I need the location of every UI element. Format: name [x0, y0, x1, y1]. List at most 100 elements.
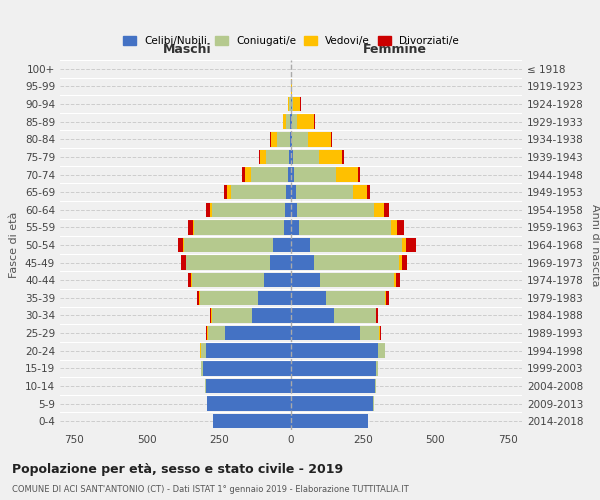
- Bar: [314, 256, 399, 270]
- Bar: [206, 378, 291, 393]
- Bar: [291, 185, 296, 200]
- Bar: [291, 273, 320, 287]
- Bar: [384, 202, 389, 217]
- Bar: [399, 256, 401, 270]
- Bar: [290, 132, 291, 146]
- Bar: [291, 361, 376, 376]
- Bar: [406, 238, 416, 252]
- Bar: [291, 202, 298, 217]
- Bar: [290, 114, 291, 129]
- Bar: [284, 202, 291, 217]
- Text: COMUNE DI ACI SANT'ANTONIO (CT) - Dati ISTAT 1° gennaio 2019 - Elaborazione TUTT: COMUNE DI ACI SANT'ANTONIO (CT) - Dati I…: [12, 485, 409, 494]
- Bar: [213, 414, 291, 428]
- Bar: [273, 238, 291, 252]
- Bar: [377, 344, 385, 358]
- Bar: [397, 220, 404, 234]
- Bar: [242, 168, 245, 181]
- Bar: [291, 256, 314, 270]
- Bar: [194, 220, 284, 234]
- Bar: [297, 114, 314, 129]
- Bar: [376, 308, 377, 322]
- Y-axis label: Fasce di età: Fasce di età: [10, 212, 19, 278]
- Bar: [326, 290, 385, 305]
- Bar: [188, 220, 193, 234]
- Bar: [293, 150, 319, 164]
- Bar: [263, 273, 291, 287]
- Bar: [289, 150, 291, 164]
- Text: Maschi: Maschi: [163, 44, 211, 57]
- Bar: [291, 238, 310, 252]
- Bar: [395, 273, 400, 287]
- Bar: [292, 97, 293, 112]
- Bar: [271, 132, 277, 146]
- Bar: [298, 202, 374, 217]
- Bar: [181, 256, 185, 270]
- Bar: [197, 290, 199, 305]
- Bar: [227, 185, 231, 200]
- Bar: [375, 378, 376, 393]
- Bar: [193, 220, 194, 234]
- Bar: [291, 344, 377, 358]
- Bar: [277, 132, 290, 146]
- Bar: [183, 238, 184, 252]
- Bar: [293, 97, 300, 112]
- Bar: [284, 220, 291, 234]
- Bar: [401, 256, 407, 270]
- Bar: [343, 150, 344, 164]
- Bar: [291, 290, 326, 305]
- Bar: [212, 308, 252, 322]
- Bar: [391, 220, 397, 234]
- Bar: [266, 150, 289, 164]
- Bar: [386, 290, 389, 305]
- Bar: [188, 273, 191, 287]
- Bar: [291, 114, 292, 129]
- Bar: [184, 238, 273, 252]
- Bar: [291, 378, 375, 393]
- Bar: [299, 220, 391, 234]
- Bar: [291, 414, 368, 428]
- Bar: [292, 132, 308, 146]
- Bar: [209, 308, 211, 322]
- Bar: [200, 344, 206, 358]
- Bar: [374, 202, 384, 217]
- Bar: [319, 150, 343, 164]
- Bar: [203, 361, 291, 376]
- Bar: [291, 308, 334, 322]
- Bar: [231, 185, 286, 200]
- Bar: [260, 150, 266, 164]
- Bar: [289, 97, 291, 112]
- Bar: [287, 168, 291, 181]
- Bar: [224, 185, 227, 200]
- Bar: [367, 185, 370, 200]
- Bar: [185, 256, 187, 270]
- Bar: [360, 326, 379, 340]
- Bar: [292, 114, 297, 129]
- Bar: [291, 396, 373, 411]
- Bar: [331, 132, 332, 146]
- Bar: [296, 185, 353, 200]
- Bar: [208, 326, 224, 340]
- Bar: [286, 114, 290, 129]
- Bar: [187, 256, 270, 270]
- Text: Femmine: Femmine: [363, 44, 427, 57]
- Bar: [209, 202, 212, 217]
- Bar: [291, 150, 293, 164]
- Bar: [206, 344, 291, 358]
- Bar: [252, 308, 291, 322]
- Bar: [258, 290, 291, 305]
- Bar: [286, 185, 291, 200]
- Bar: [310, 238, 401, 252]
- Text: Popolazione per età, sesso e stato civile - 2019: Popolazione per età, sesso e stato civil…: [12, 462, 343, 475]
- Bar: [320, 273, 394, 287]
- Bar: [308, 132, 331, 146]
- Bar: [206, 326, 207, 340]
- Bar: [259, 150, 260, 164]
- Bar: [270, 256, 291, 270]
- Bar: [251, 168, 287, 181]
- Bar: [353, 185, 367, 200]
- Bar: [224, 326, 291, 340]
- Bar: [334, 308, 376, 322]
- Bar: [245, 168, 251, 181]
- Y-axis label: Anni di nascita: Anni di nascita: [590, 204, 600, 286]
- Bar: [206, 202, 209, 217]
